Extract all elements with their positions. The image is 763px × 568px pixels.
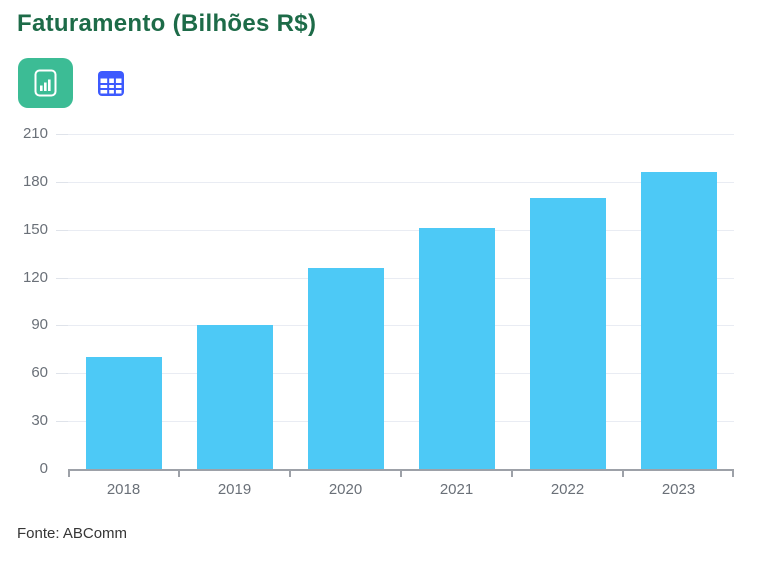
y-axis-tick xyxy=(56,373,68,375)
gridline xyxy=(68,229,734,231)
x-tick-label: 2023 xyxy=(661,481,696,498)
y-tick-label: 150 xyxy=(22,220,48,238)
y-axis-tick xyxy=(56,421,68,423)
y-tick-label: 120 xyxy=(22,268,48,286)
y-axis-tick xyxy=(56,229,68,231)
bar[interactable] xyxy=(640,172,717,469)
plot-area: 0 30 60 90 120 150 180 210 2018 2019 2020 2021 2022 2… xyxy=(23,125,734,498)
y-tick-label: 180 xyxy=(22,172,48,190)
x-axis-tick xyxy=(289,471,291,477)
chart-view-button[interactable] xyxy=(18,58,73,108)
x-tick-label: 2019 xyxy=(217,481,252,498)
x-tick-label: 2022 xyxy=(550,481,585,498)
bar[interactable] xyxy=(418,228,495,469)
y-tick-label: 0 xyxy=(39,460,48,477)
y-tick-label: 60 xyxy=(31,364,48,382)
gridline xyxy=(68,325,734,327)
source-caption: Fonte: ABComm xyxy=(17,525,128,542)
table-icon xyxy=(97,69,125,97)
bar[interactable] xyxy=(529,197,606,469)
x-tick-label: 2020 xyxy=(328,481,363,498)
bar-chart-icon xyxy=(34,69,57,97)
gridline xyxy=(68,134,734,135)
y-axis-tick xyxy=(56,325,68,327)
x-axis-tick xyxy=(732,471,734,477)
x-tick-label: 2021 xyxy=(439,481,474,498)
x-axis-tick xyxy=(400,471,402,477)
y-tick-label: 90 xyxy=(31,316,48,334)
y-axis-tick xyxy=(56,134,68,135)
x-axis-tick xyxy=(511,471,513,477)
y-tick-label: 210 xyxy=(22,125,48,142)
gridline xyxy=(68,181,734,183)
x-axis-tick xyxy=(68,471,70,477)
x-axis-line xyxy=(68,469,734,471)
y-tick-label: 30 xyxy=(31,412,48,430)
gridline xyxy=(68,277,734,279)
x-tick-label: 2018 xyxy=(106,481,141,498)
table-view-button[interactable] xyxy=(95,67,127,99)
gridline xyxy=(68,421,734,423)
gridline xyxy=(68,373,734,375)
bar[interactable] xyxy=(196,325,273,469)
page-title: Faturamento (Bilhões R$) xyxy=(17,10,317,37)
x-axis-tick xyxy=(178,471,180,477)
x-axis-tick xyxy=(622,471,624,477)
y-axis-tick xyxy=(56,277,68,279)
bar[interactable] xyxy=(307,268,384,469)
bar[interactable] xyxy=(85,357,162,469)
y-axis-tick xyxy=(56,181,68,183)
